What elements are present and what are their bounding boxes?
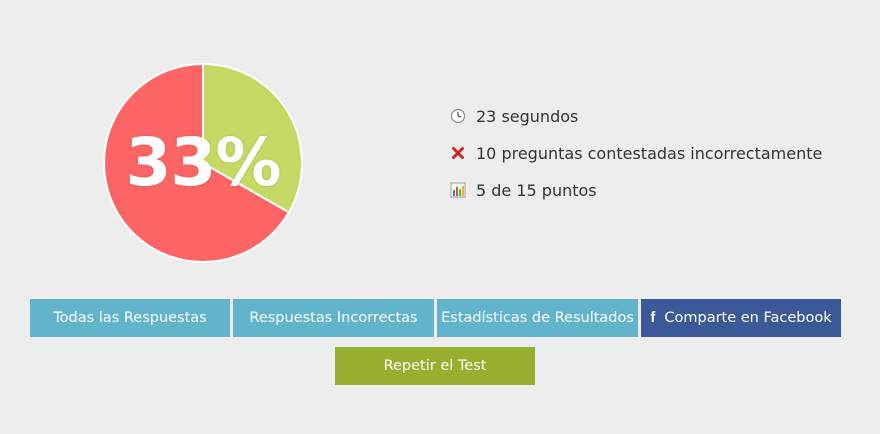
stat-incorrect-text: 10 preguntas contestadas incorrectamente — [476, 143, 823, 163]
score-pie-chart: 33% — [103, 63, 303, 263]
all-answers-button[interactable]: Todas las Respuestas — [30, 299, 230, 337]
stat-time-text: 23 segundos — [476, 106, 579, 126]
result-stats: 23 segundos 10 preguntas contestadas inc… — [450, 104, 822, 215]
stat-incorrect: 10 preguntas contestadas incorrectamente — [450, 141, 822, 165]
incorrect-answers-button[interactable]: Respuestas Incorrectas — [233, 299, 434, 337]
stat-points: 5 de 15 puntos — [450, 178, 822, 202]
clock-icon — [450, 108, 466, 124]
facebook-icon: f — [650, 309, 656, 326]
score-pie-svg — [103, 63, 303, 263]
stat-points-text: 5 de 15 puntos — [476, 180, 597, 200]
bar-chart-icon — [450, 182, 466, 198]
result-actions: Todas las Respuestas Respuestas Incorrec… — [30, 299, 841, 337]
pie-slice-incorrect — [103, 63, 291, 263]
pie-slice-correct — [202, 63, 303, 214]
stat-time: 23 segundos — [450, 104, 822, 128]
share-facebook-label: Comparte en Facebook — [664, 310, 832, 326]
score-percent-label: 33% — [125, 124, 282, 201]
repeat-test-button[interactable]: Repetir el Test — [335, 347, 535, 385]
red-x-icon — [450, 145, 466, 161]
statistics-button[interactable]: Estadísticas de Resultados — [437, 299, 638, 337]
share-facebook-button[interactable]: f Comparte en Facebook — [641, 299, 841, 337]
